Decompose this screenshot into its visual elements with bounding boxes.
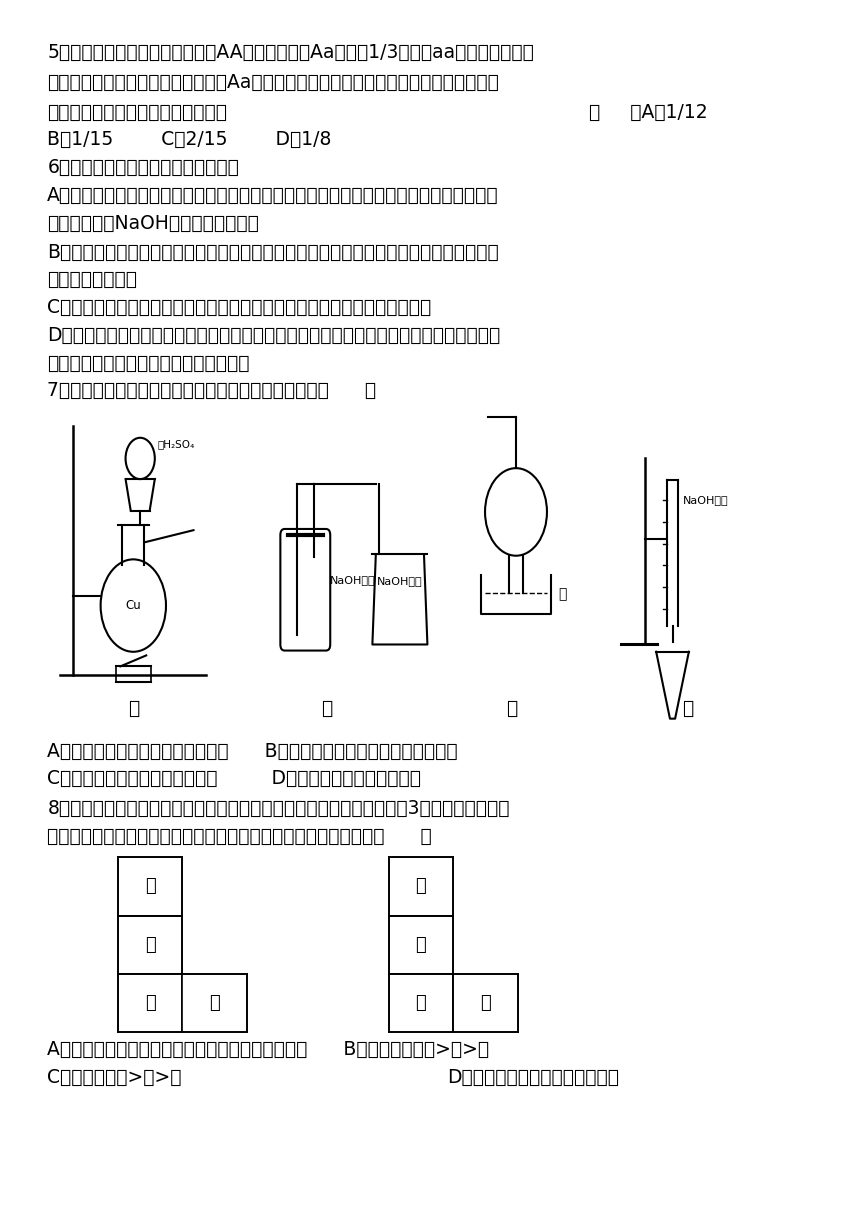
FancyBboxPatch shape: [118, 857, 182, 916]
FancyBboxPatch shape: [182, 974, 247, 1032]
Text: 盖玻片后，待酵母菌沉降后即可镜检计数: 盖玻片后，待酵母菌沉降后即可镜检计数: [47, 354, 249, 373]
Text: 丁: 丁: [682, 699, 694, 719]
Text: 丁: 丁: [209, 995, 220, 1012]
Text: 5．某常染色体遗传病，基因型为AA的人都患病，Aa的人有1/3患病，aa的人都正常。一: 5．某常染色体遗传病，基因型为AA的人都患病，Aa的人有1/3患病，aa的人都正…: [47, 43, 534, 62]
Text: 6．下列对有关实验的叙述，正确的是: 6．下列对有关实验的叙述，正确的是: [47, 158, 239, 178]
Text: 甲: 甲: [144, 878, 156, 895]
Text: NaOH溶液: NaOH溶液: [683, 495, 729, 505]
FancyBboxPatch shape: [280, 529, 330, 651]
Text: 8．甲～辛等元素在周期表中的相对位置如下表。甲和戊的原子序数相差3，戊的一种单质是: 8．甲～辛等元素在周期表中的相对位置如下表。甲和戊的原子序数相差3，戊的一种单质…: [47, 799, 510, 818]
Text: （     ）A．1/12: （ ）A．1/12: [589, 103, 708, 123]
Text: 对新婚夫妇中女性正常，她的母亲是Aa患病，她的父亲和丈夫的家族中均无该病患者，请: 对新婚夫妇中女性正常，她的母亲是Aa患病，她的父亲和丈夫的家族中均无该病患者，请: [47, 73, 499, 92]
FancyBboxPatch shape: [389, 916, 453, 974]
Text: 己: 己: [415, 936, 427, 953]
Text: D．对酵母菌计数时，用吸管吸取培养液滴满血球计数板的计数室及其四周边缘，轻轻盖上: D．对酵母菌计数时，用吸管吸取培养液滴满血球计数板的计数室及其四周边缘，轻轻盖上: [47, 326, 501, 345]
Text: 乙: 乙: [144, 936, 156, 953]
Text: NaOH溶液: NaOH溶液: [377, 576, 423, 586]
Text: 7．探究浓硫酸和铜的反应，下列装置或操作正确的是（      ）: 7．探究浓硫酸和铜的反应，下列装置或操作正确的是（ ）: [47, 381, 377, 400]
Text: D．丙和庚的原子核外电子数相差: D．丙和庚的原子核外电子数相差: [447, 1068, 619, 1087]
Text: 戊: 戊: [415, 878, 427, 895]
FancyBboxPatch shape: [118, 974, 182, 1032]
Text: C．金属性：甲>乙>丁: C．金属性：甲>乙>丁: [47, 1068, 181, 1087]
Text: 甲: 甲: [127, 699, 139, 719]
FancyBboxPatch shape: [453, 974, 518, 1032]
Text: 之比，能反映NaOH进入琼脂块的速率: 之比，能反映NaOH进入琼脂块的速率: [47, 214, 259, 233]
Text: 丙: 丙: [144, 995, 156, 1012]
Text: 浓H₂SO₄: 浓H₂SO₄: [157, 439, 194, 449]
Text: 乙: 乙: [321, 699, 333, 719]
Text: 辛: 辛: [415, 995, 427, 1012]
Text: A．乙的单质在空气中燃烧生成只含离子键的化合物      B．原子半径：庚>辛>戊: A．乙的单质在空气中燃烧生成只含离子键的化合物 B．原子半径：庚>辛>戊: [47, 1040, 489, 1059]
Text: 丙: 丙: [506, 699, 518, 719]
Text: 上盖玻片即可镜检: 上盖玻片即可镜检: [47, 270, 138, 289]
Text: Cu: Cu: [126, 599, 141, 612]
Text: 推测这对夫妇的子女中患病的概率是: 推测这对夫妇的子女中患病的概率是: [47, 103, 227, 123]
Text: 水: 水: [558, 587, 567, 602]
FancyBboxPatch shape: [118, 916, 182, 974]
Text: C．在叶绿体色素提取实验中，研磨绿叶时应加一些有机溶剂，如无水乙醇等: C．在叶绿体色素提取实验中，研磨绿叶时应加一些有机溶剂，如无水乙醇等: [47, 298, 432, 317]
Text: C．用装置丙稀释反应后的混合液         D．用装置丁测定余酸的浓度: C．用装置丙稀释反应后的混合液 D．用装置丁测定余酸的浓度: [47, 769, 421, 788]
Text: B．1/15        C．2/15        D．1/8: B．1/15 C．2/15 D．1/8: [47, 130, 332, 150]
FancyBboxPatch shape: [389, 974, 453, 1032]
FancyBboxPatch shape: [389, 857, 453, 916]
Text: NaOH溶液: NaOH溶液: [330, 575, 376, 585]
Text: 自然界硬度最大的物质，丁和辛属同周期元素。下列判断正确的是（      ）: 自然界硬度最大的物质，丁和辛属同周期元素。下列判断正确的是（ ）: [47, 827, 432, 846]
Text: A．用装置甲进行铜和浓硫酸的反应      B．用装置乙收集二氧化硫并吸收尾气: A．用装置甲进行铜和浓硫酸的反应 B．用装置乙收集二氧化硫并吸收尾气: [47, 742, 458, 761]
Text: A．在探究细胞大小与物质运输的关系实验中，计算紫红色区域的体积与整个琼脂块的体积: A．在探究细胞大小与物质运输的关系实验中，计算紫红色区域的体积与整个琼脂块的体积: [47, 186, 499, 206]
Text: 庚: 庚: [480, 995, 491, 1012]
Text: B．在观察洋葱细胞有丝分裂实验中，将已经解离、漂洗、染色的根尖置于载玻片上轻轻盖: B．在观察洋葱细胞有丝分裂实验中，将已经解离、漂洗、染色的根尖置于载玻片上轻轻盖: [47, 243, 499, 263]
